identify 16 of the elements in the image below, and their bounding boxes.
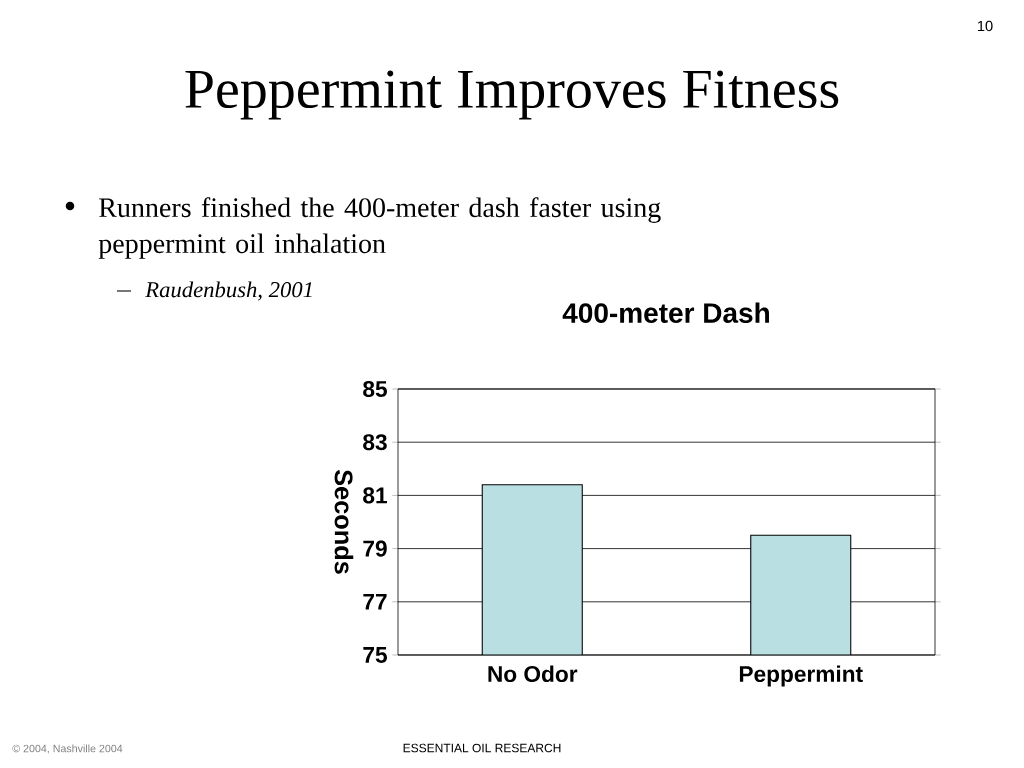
x-tick-label: Peppermint	[739, 665, 863, 687]
text: © 2004, Nashville 2004	[12, 744, 123, 754]
y-tick-label: 81	[363, 487, 387, 504]
text: Raudenbush, 2001	[145, 281, 312, 301]
y-tick-label: 77	[363, 594, 387, 610]
text: Runners finished the 400-meter dash faster using peppermint oil inhalation	[98, 197, 661, 259]
y-tick-label: 85	[363, 380, 387, 398]
y-tick-label: 79	[363, 540, 387, 557]
y-tick-label: 83	[363, 434, 387, 451]
text: Peppermint Improves Fitness	[185, 70, 839, 120]
text: 10	[977, 20, 993, 32]
chart-title: 400-meter Dash	[562, 302, 769, 323]
text: ESSENTIAL OIL RESEARCH	[403, 743, 561, 753]
y-tick-label: 75	[363, 647, 387, 663]
x-tick-label: No Odor	[488, 665, 578, 683]
y-axis-title: Seconds	[334, 469, 354, 574]
